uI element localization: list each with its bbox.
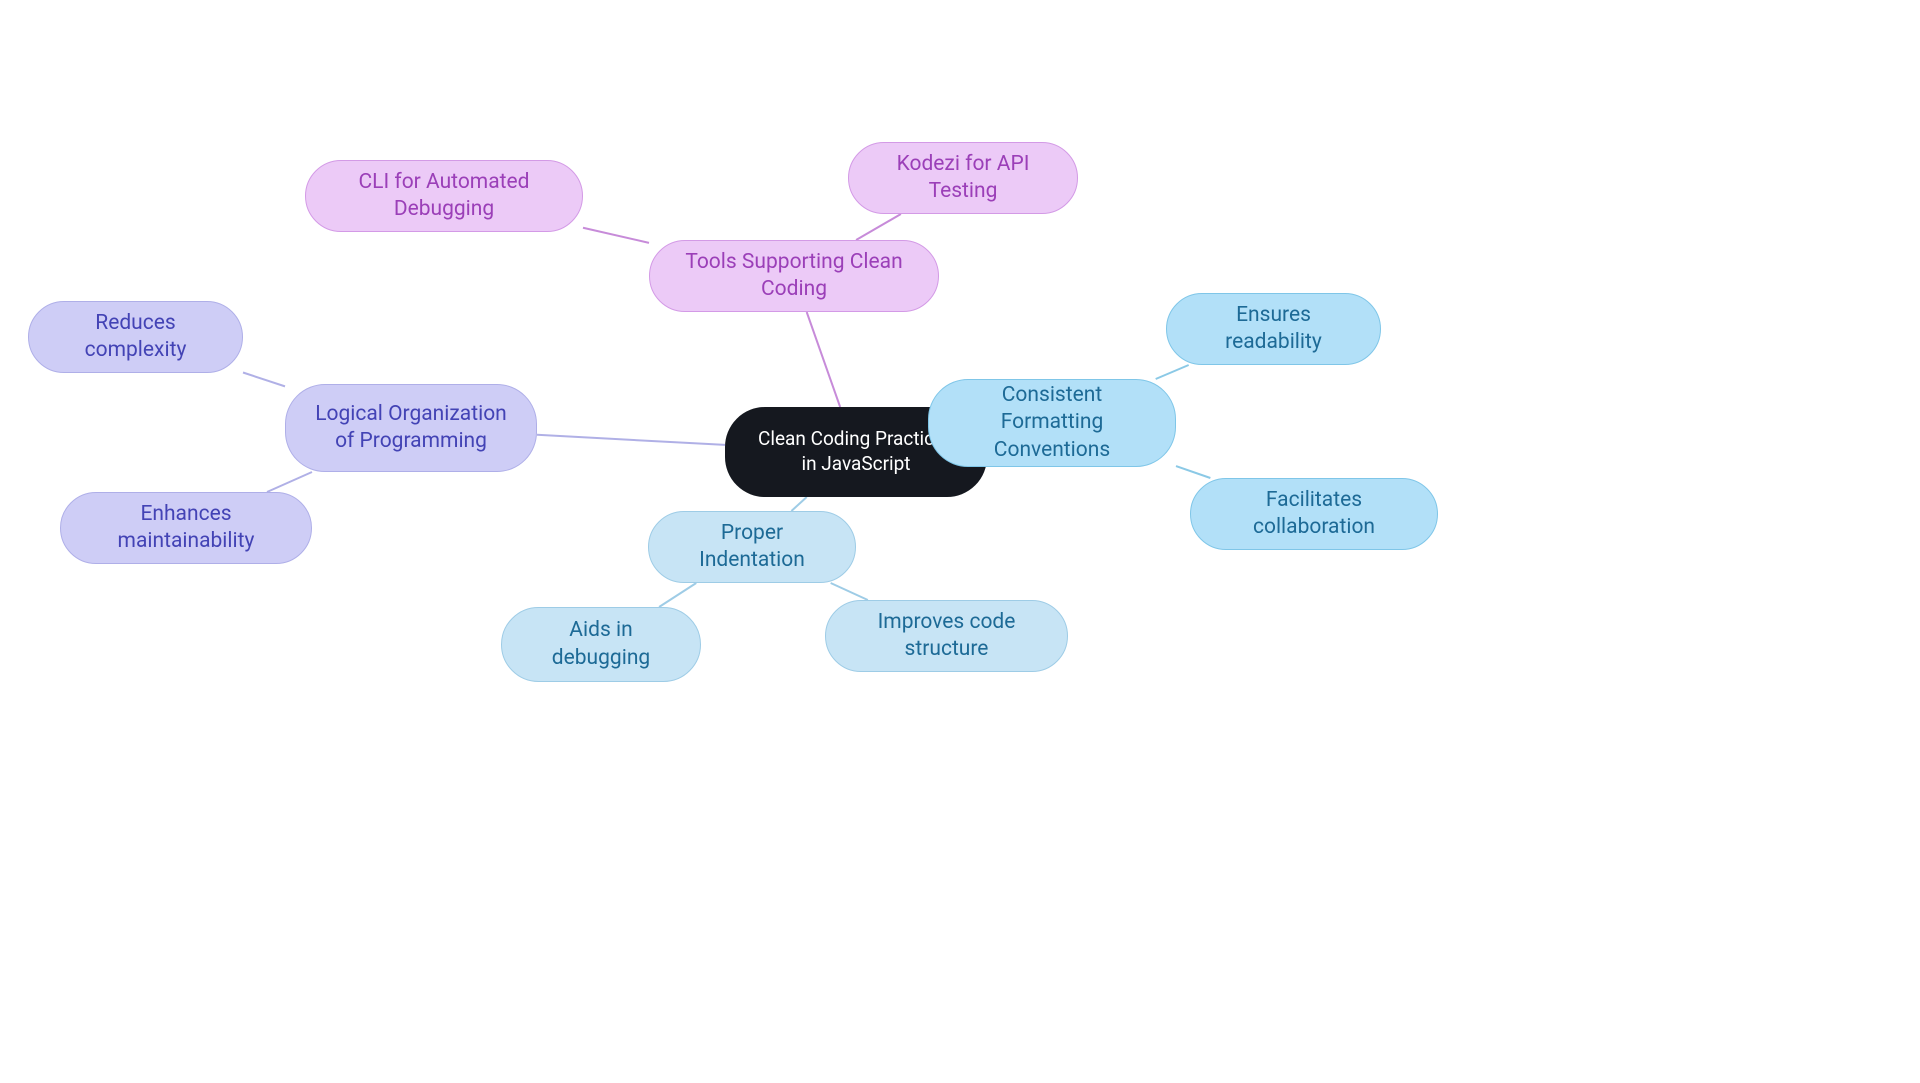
node-indent: Proper Indentation: [648, 511, 856, 583]
node-label: Facilitates collaboration: [1219, 487, 1409, 542]
node-maintain: Enhances maintainability: [60, 492, 312, 564]
node-label: Aids in debugging: [530, 617, 672, 672]
edge-tools-kodezi: [856, 214, 901, 240]
edge-indent-debug: [659, 583, 696, 607]
edge-logical-maintain: [267, 472, 312, 492]
node-label: Tools Supporting Clean Coding: [678, 249, 910, 304]
node-cli-debug: CLI for Automated Debugging: [305, 160, 583, 232]
node-label: Logical Organization of Programming: [314, 401, 508, 456]
node-label: CLI for Automated Debugging: [334, 169, 554, 224]
node-label: Proper Indentation: [677, 520, 827, 575]
edge-tools-cli-debug: [583, 228, 649, 243]
node-tools: Tools Supporting Clean Coding: [649, 240, 939, 312]
node-label: Enhances maintainability: [89, 501, 283, 556]
edge-logical-complexity: [243, 373, 285, 387]
edge-root-tools: [807, 312, 840, 407]
edge-root-logical: [537, 435, 725, 445]
node-debug: Aids in debugging: [501, 607, 701, 682]
node-label: Kodezi for API Testing: [877, 151, 1049, 206]
node-label: Improves code structure: [854, 609, 1039, 664]
node-collab: Facilitates collaboration: [1190, 478, 1438, 550]
node-label: Consistent Formatting Conventions: [957, 382, 1147, 464]
node-kodezi: Kodezi for API Testing: [848, 142, 1078, 214]
edge-root-indent: [791, 497, 806, 511]
node-label: Reduces complexity: [57, 310, 214, 365]
edge-formatting-collab: [1176, 466, 1210, 478]
node-logical: Logical Organization of Programming: [285, 384, 537, 472]
edge-indent-structure: [831, 583, 868, 600]
node-label: Clean Coding Practices in JavaScript: [754, 427, 958, 476]
node-label: Ensures readability: [1195, 302, 1352, 357]
node-complexity: Reduces complexity: [28, 301, 243, 373]
node-formatting: Consistent Formatting Conventions: [928, 379, 1176, 467]
node-readability: Ensures readability: [1166, 293, 1381, 365]
edge-formatting-readability: [1156, 365, 1189, 379]
node-structure: Improves code structure: [825, 600, 1068, 672]
